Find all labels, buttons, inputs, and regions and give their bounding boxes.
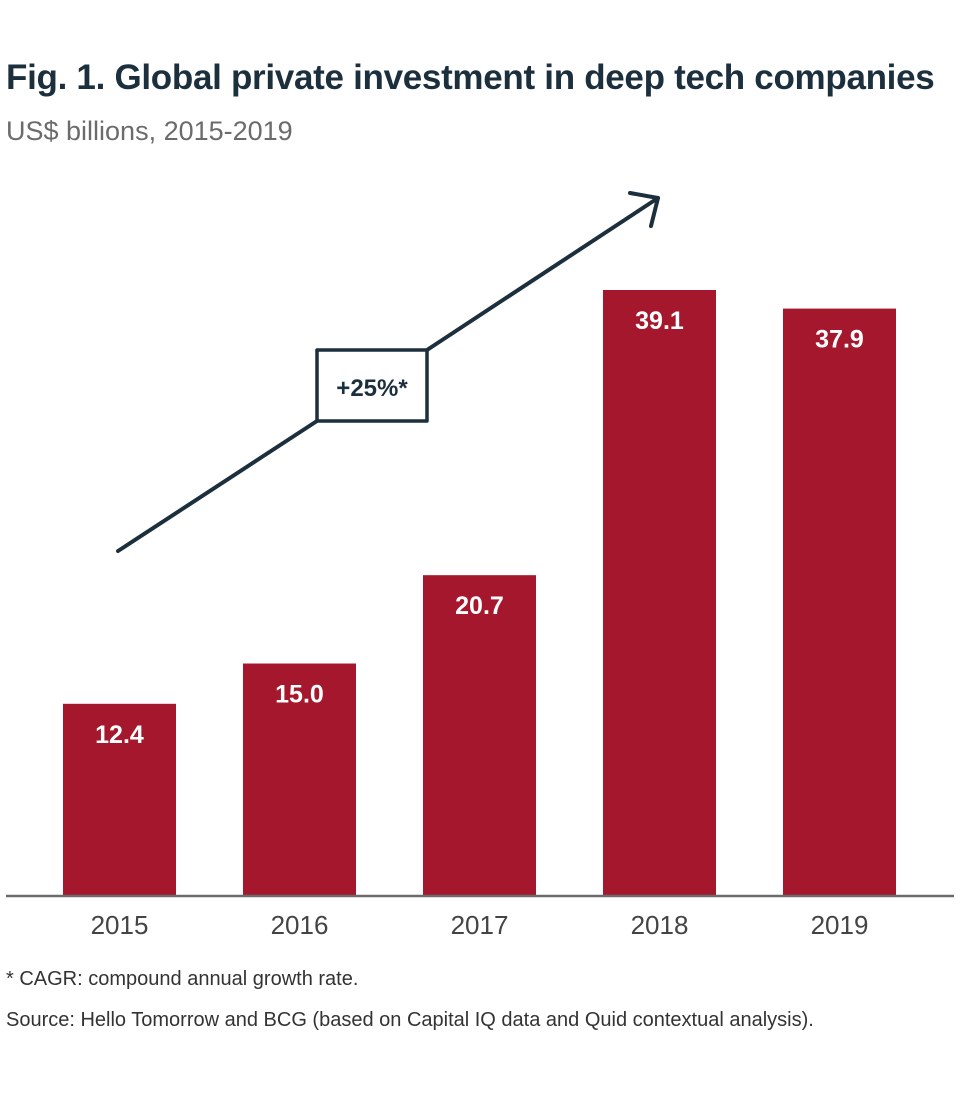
x-tick-label: 2019 — [811, 910, 869, 940]
bar-value-label: 20.7 — [455, 592, 504, 620]
cagr-box — [315, 348, 429, 423]
x-tick-label: 2018 — [631, 910, 689, 940]
bars-group: 12.4 15.0 20.7 39.1 37.9 — [63, 290, 896, 896]
chart-subtitle: US$ billions, 2015-2019 — [6, 116, 293, 146]
bar-2017 — [423, 575, 536, 896]
bar-2016 — [243, 663, 356, 896]
footnote-source: Source: Hello Tomorrow and BCG (based on… — [6, 1009, 814, 1031]
x-tick-label: 2015 — [91, 910, 149, 940]
bar-2018 — [603, 290, 716, 896]
bar-2015 — [63, 703, 176, 896]
bar-value-label: 12.4 — [95, 721, 144, 749]
bar-value-label: 37.9 — [815, 326, 864, 354]
x-tick-label: 2017 — [451, 910, 509, 940]
x-tick-labels: 2015 2016 2017 2018 2019 — [91, 910, 869, 940]
growth-arrow-upper-line — [425, 196, 660, 352]
arrow-head-icon — [628, 191, 660, 228]
chart-title: Fig. 1. Global private investment in dee… — [6, 58, 935, 97]
cagr-label: +25%* — [336, 375, 408, 402]
footnote-cagr: * CAGR: compound annual growth rate. — [6, 968, 359, 990]
x-tick-label: 2016 — [271, 910, 329, 940]
bar-2019 — [783, 308, 896, 896]
bar-chart: 12.415.020.739.137.9 2015 2016 2017 2018 201… — [6, 191, 954, 940]
bar-value-label: 15.0 — [275, 681, 324, 709]
growth-arrow-lower-line — [116, 419, 319, 553]
bar-value-label: 39.1 — [635, 307, 684, 335]
growth-arrow — [116, 191, 660, 553]
